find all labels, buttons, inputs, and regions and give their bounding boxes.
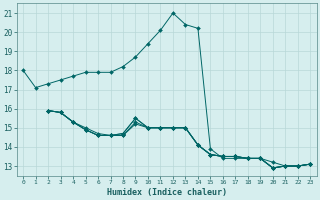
X-axis label: Humidex (Indice chaleur): Humidex (Indice chaleur) [107,188,227,197]
